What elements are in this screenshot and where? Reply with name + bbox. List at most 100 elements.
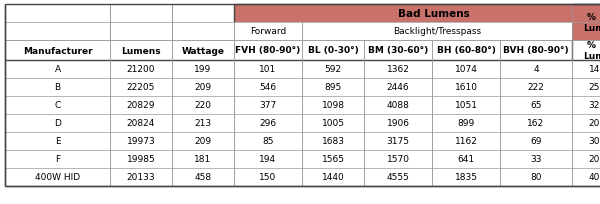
Bar [364,41,432,61]
Text: 3175: 3175 [386,137,409,146]
Bar [500,41,572,61]
Text: 162: 162 [527,119,545,128]
Text: 20824: 20824 [127,119,155,128]
Text: C: C [55,101,61,110]
Bar [110,132,172,150]
Text: FVH (80-90°): FVH (80-90°) [235,46,301,55]
Bar [5,150,110,168]
Text: 1074: 1074 [455,65,478,74]
Text: 377: 377 [259,101,277,110]
Bar [110,150,172,168]
Text: % Bad
Lumens: % Bad Lumens [583,13,600,33]
Text: 101: 101 [259,65,277,74]
Bar [500,168,572,186]
Bar [432,61,500,79]
Text: Backlight/Tresspass: Backlight/Tresspass [393,27,481,36]
Bar [364,114,432,132]
Text: 20.5%: 20.5% [589,119,600,128]
Bar [500,96,572,114]
Bar [234,5,600,23]
Bar [234,23,302,41]
Text: 19973: 19973 [127,137,155,146]
Text: E: E [55,137,61,146]
Text: 641: 641 [457,155,475,164]
Text: 181: 181 [194,155,212,164]
Bar [572,168,600,186]
Bar [364,132,432,150]
Bar [172,41,234,61]
Text: 85: 85 [262,137,274,146]
Text: Wattage: Wattage [182,46,224,55]
Bar [500,114,572,132]
Bar [110,61,172,79]
Bar [364,79,432,96]
Bar [172,61,234,79]
Text: 20.0%: 20.0% [589,155,600,164]
Text: 40.0%: 40.0% [589,173,600,182]
Bar [234,132,302,150]
Bar [364,168,432,186]
Text: 1570: 1570 [386,155,409,164]
Bar [302,168,364,186]
Text: 222: 222 [527,83,544,92]
Text: 592: 592 [325,65,341,74]
Text: 1906: 1906 [386,119,409,128]
Bar [432,41,500,61]
Bar [172,5,234,23]
Text: 32.1%: 32.1% [589,101,600,110]
Bar [234,96,302,114]
Bar [172,150,234,168]
Text: 20829: 20829 [127,101,155,110]
Text: 1683: 1683 [322,137,344,146]
Bar [302,61,364,79]
Bar [5,41,110,61]
Bar [234,61,302,79]
Bar [500,79,572,96]
Bar [234,79,302,96]
Bar [572,96,600,114]
Bar [234,114,302,132]
Text: A: A [55,65,61,74]
Text: 1098: 1098 [322,101,344,110]
Text: 20133: 20133 [127,173,155,182]
Text: 150: 150 [259,173,277,182]
Text: BL (0-30°): BL (0-30°) [308,46,358,55]
Text: 2446: 2446 [386,83,409,92]
Text: 80: 80 [530,173,542,182]
Text: 4088: 4088 [386,101,409,110]
Bar [432,168,500,186]
Bar [364,96,432,114]
Bar [5,132,110,150]
Bar [172,96,234,114]
Bar [302,150,364,168]
Text: Manufacturer: Manufacturer [23,46,92,55]
Bar [172,114,234,132]
Bar [172,79,234,96]
Text: 1835: 1835 [455,173,478,182]
Bar [110,5,172,23]
Text: 30.9%: 30.9% [589,137,600,146]
Bar [172,168,234,186]
Bar [110,96,172,114]
Bar [302,132,364,150]
Bar [432,132,500,150]
Text: 199: 199 [194,65,212,74]
Text: Lumens: Lumens [121,46,161,55]
Text: 21200: 21200 [127,65,155,74]
Text: 1610: 1610 [455,83,478,92]
Bar [572,150,600,168]
Text: % Bad
Lumens: % Bad Lumens [583,41,600,61]
Bar [572,79,600,96]
Text: F: F [55,155,60,164]
Bar [110,79,172,96]
Text: 209: 209 [194,137,212,146]
Bar [5,114,110,132]
Bar [500,150,572,168]
Bar [234,168,302,186]
Bar [364,150,432,168]
Text: 22205: 22205 [127,83,155,92]
Bar [110,41,172,61]
Bar [234,150,302,168]
Text: 1565: 1565 [322,155,344,164]
Text: 458: 458 [194,173,212,182]
